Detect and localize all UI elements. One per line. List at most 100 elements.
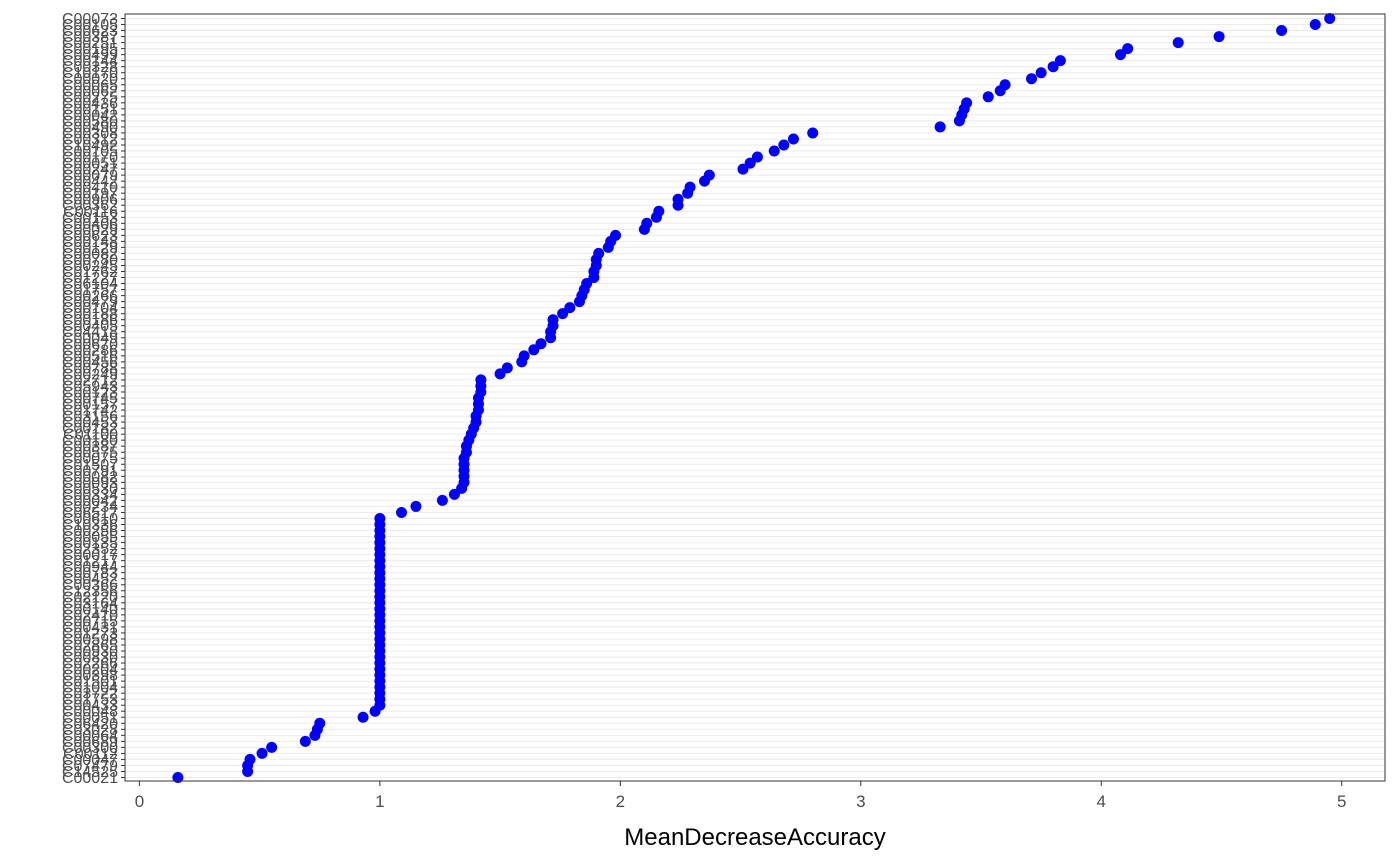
- x-axis-ticks: 0 1 2 3 4 5: [135, 781, 1346, 811]
- y-tick-label: C00082: [62, 469, 118, 486]
- y-tick-label: C00049: [62, 330, 118, 347]
- y-tick-label: C06420: [62, 716, 118, 733]
- y-tick-label: C00073: [62, 11, 118, 28]
- grid-lines: [125, 18, 1385, 778]
- x-tick-label: 0: [135, 792, 144, 811]
- y-tick-label: C00442: [62, 174, 118, 191]
- y-tick-label: C00195: [62, 41, 118, 58]
- data-point: [535, 338, 547, 350]
- y-tick-label: C00387: [62, 439, 118, 456]
- y-tick-label: C00453: [62, 415, 118, 432]
- y-tick-label: C00452: [62, 571, 118, 588]
- y-tick-label: C00129: [62, 240, 118, 257]
- y-tick-label: C02410: [62, 607, 118, 624]
- y-tick-label: C01227: [62, 270, 118, 287]
- y-tick-label: C00516: [62, 348, 118, 365]
- x-tick-label: 2: [616, 792, 625, 811]
- data-point: [581, 278, 593, 290]
- y-tick-label: C02266: [62, 656, 118, 673]
- y-tick-label: C00188: [62, 306, 118, 323]
- y-tick-label: C00275: [62, 89, 118, 106]
- y-tick-label: C00116: [63, 204, 118, 221]
- data-point: [314, 717, 326, 729]
- y-tick-label: C00575: [62, 445, 118, 462]
- data-point: [1054, 55, 1066, 67]
- y-tick-label: C00112: [63, 746, 118, 763]
- y-tick-label: C00623: [62, 228, 118, 245]
- y-tick-label: C01742: [62, 403, 118, 420]
- data-point: [564, 302, 576, 314]
- y-tick-label: C10336: [62, 517, 118, 534]
- y-tick-label: C00499: [62, 47, 118, 64]
- y-tick-label: C00148: [62, 234, 118, 251]
- y-tick-label: C00051: [62, 710, 118, 727]
- y-tick-label: C00490: [62, 119, 118, 136]
- y-tick-label: C00780: [62, 252, 118, 269]
- y-tick-label: C00436: [62, 95, 118, 112]
- y-tick-label: C00791: [62, 463, 118, 480]
- y-tick-label: C00745: [62, 391, 118, 408]
- y-tick-label: C00245: [62, 258, 118, 275]
- data-points: [172, 13, 1336, 783]
- y-tick-label: C01762: [62, 264, 118, 281]
- y-tick-label: C00362: [62, 198, 118, 215]
- y-tick-label: C00020: [62, 71, 118, 88]
- data-point: [299, 735, 311, 747]
- y-tick-label: C00079: [62, 168, 118, 185]
- y-tick-label: C03028: [62, 722, 118, 739]
- data-point: [768, 145, 780, 157]
- y-tick-label: C00256: [62, 523, 118, 540]
- x-tick-label: 4: [1097, 792, 1106, 811]
- y-tick-label: C00580: [62, 113, 118, 130]
- y-tick-label: C00029: [62, 222, 118, 239]
- data-point: [357, 711, 369, 723]
- y-tick-label: C00144: [62, 53, 118, 70]
- y-tick-label: C01757: [62, 282, 118, 299]
- y-tick-label: C00017: [62, 547, 118, 564]
- y-tick-label: C00123: [62, 384, 118, 401]
- y-tick-label: C00105: [62, 17, 118, 34]
- y-tick-label: C00180: [62, 433, 118, 450]
- data-point: [1035, 67, 1047, 79]
- y-tick-label: C00082: [62, 246, 118, 263]
- y-tick-label: C00021: [62, 770, 118, 787]
- y-tick-label: C00930: [62, 644, 118, 661]
- data-point: [751, 151, 763, 163]
- y-tick-label: C00042: [62, 493, 118, 510]
- data-point: [528, 344, 540, 356]
- x-tick-label: 1: [375, 792, 384, 811]
- data-point: [1047, 61, 1059, 73]
- y-tick-label: C00479: [62, 294, 118, 311]
- y-tick-label: C00670: [62, 336, 118, 353]
- y-tick-label: C00610: [62, 511, 118, 528]
- y-tick-label: C05943: [62, 378, 118, 395]
- y-tick-label: C00186: [62, 312, 118, 329]
- y-tick-label: C00623: [62, 23, 118, 40]
- y-tick-label: C00406: [62, 216, 118, 233]
- y-tick-label: C00140: [62, 601, 118, 618]
- y-tick-label: C10170: [62, 65, 118, 82]
- data-point: [778, 139, 790, 151]
- data-point: [266, 741, 278, 753]
- y-tick-label: C00944: [62, 559, 118, 576]
- y-tick-label: C00431: [62, 619, 118, 636]
- panel-border: [124, 13, 1386, 782]
- y-tick-label: C00456: [62, 354, 118, 371]
- data-point: [653, 205, 665, 217]
- y-tick-label: C00234: [62, 499, 118, 516]
- y-tick-label: C01753: [62, 692, 118, 709]
- y-tick-label: C00366: [62, 577, 118, 594]
- y-tick-label: C01273: [62, 625, 118, 642]
- y-tick-label: C00064: [62, 728, 118, 745]
- y-tick-label: C00788: [62, 360, 118, 377]
- y-tick-label: C04418: [62, 324, 118, 341]
- y-tick-label: C01217: [62, 553, 118, 570]
- data-point: [672, 193, 684, 205]
- data-point: [547, 314, 559, 326]
- data-point: [641, 217, 653, 229]
- data-point: [244, 753, 256, 765]
- data-point: [999, 79, 1011, 91]
- y-tick-label: C00251: [62, 35, 118, 52]
